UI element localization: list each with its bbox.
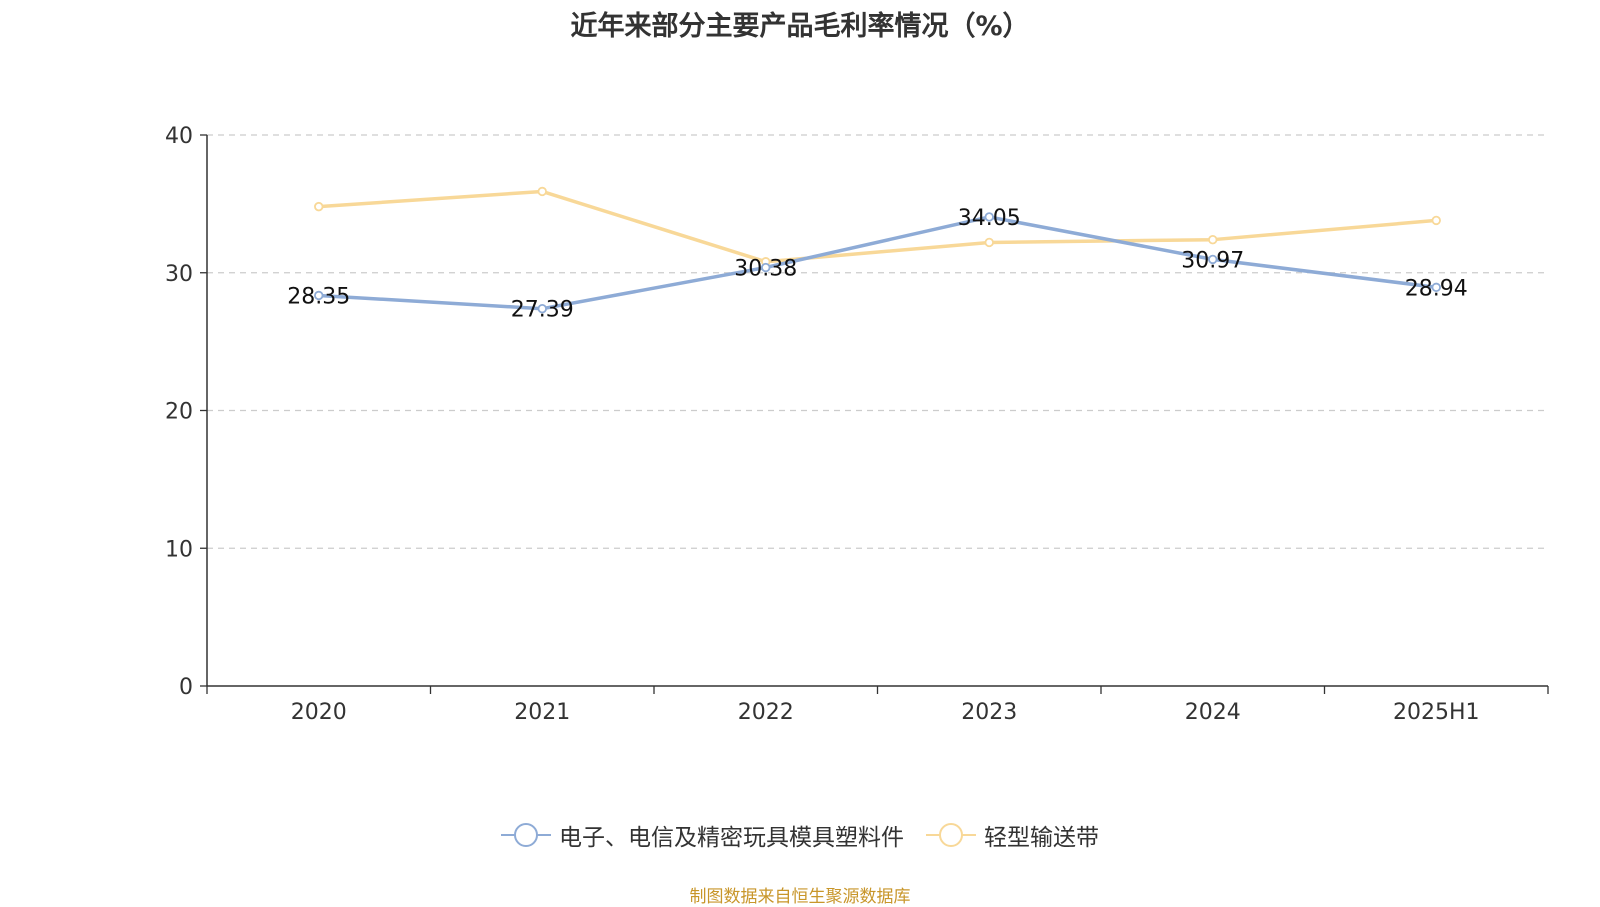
x-tick-label: 2022 (738, 700, 794, 725)
x-tick-label: 2024 (1185, 700, 1241, 725)
data-point-series-0 (537, 304, 547, 314)
data-label: 28.35 (287, 284, 350, 309)
legend-item-conveyor-belt[interactable]: 轻型输送带 (926, 818, 1099, 852)
series-line-0 (318, 215, 1437, 311)
data-point-series-1 (1431, 215, 1441, 226)
legend-item-electronics[interactable]: 电子、电信及精密玩具模具塑料件 (501, 818, 904, 852)
data-point-series-0 (761, 262, 771, 273)
y-tick-label: 30 (165, 262, 193, 287)
legend-label-conveyor-belt: 轻型输送带 (984, 825, 1099, 851)
x-tick-label: 2023 (961, 700, 1017, 725)
y-tick-label: 40 (165, 124, 193, 149)
legend-marker-conveyor-belt (926, 822, 976, 848)
data-point-series-1 (984, 237, 994, 248)
x-tick-label: 2021 (514, 700, 570, 725)
data-point-series-0 (314, 290, 324, 301)
data-point-series-1 (314, 201, 324, 212)
series-line-1 (318, 189, 1437, 264)
legend-label-electronics: 电子、电信及精密玩具模具塑料件 (559, 825, 904, 851)
data-point-series-1 (537, 186, 547, 197)
legend-marker-electronics (501, 822, 551, 848)
data-point-series-0 (1431, 282, 1441, 293)
data-label: 28.94 (1405, 276, 1468, 301)
chart-title: 近年来部分主要产品毛利率情况（%） (570, 11, 1030, 42)
y-tick-label: 10 (165, 537, 193, 562)
y-tick-label: 0 (179, 675, 193, 700)
data-point-series-0 (1208, 254, 1218, 265)
data-label: 30.97 (1181, 248, 1244, 273)
x-tick-label: 2020 (291, 700, 347, 725)
data-label: 27.39 (511, 298, 574, 323)
data-point-series-0 (984, 212, 994, 222)
data-label: 34.05 (958, 206, 1021, 231)
data-label: 30.38 (734, 257, 797, 282)
data-point-series-1 (1208, 234, 1218, 245)
x-tick-label: 2025H1 (1393, 700, 1480, 725)
legend: 电子、电信及精密玩具模具塑料件 轻型输送带 (0, 818, 1600, 852)
source-note: 制图数据来自恒生聚源数据库 (689, 887, 911, 907)
y-tick-label: 20 (165, 400, 193, 425)
